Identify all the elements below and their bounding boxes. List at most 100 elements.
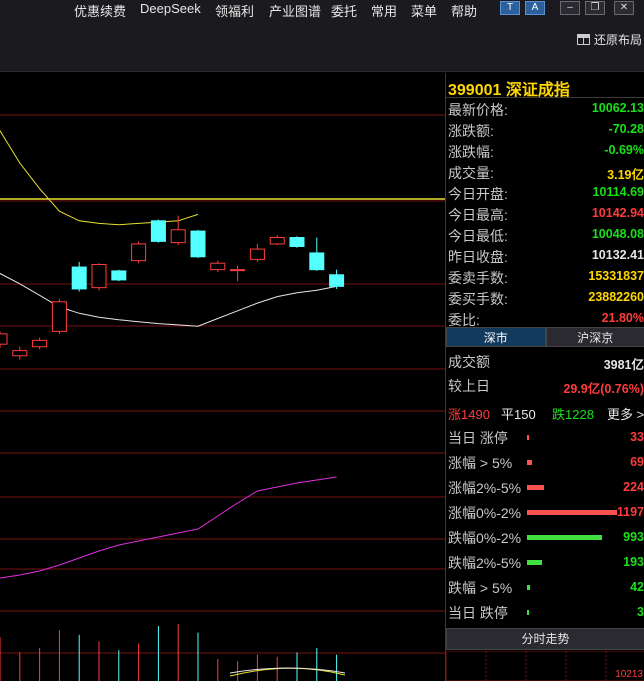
breadth-up: 涨1490	[448, 407, 490, 422]
indicator-line	[0, 476, 337, 579]
distribution-value: 993	[623, 530, 644, 544]
quote-row: 委卖手数: 15331837	[446, 266, 644, 287]
quote-value: 10114.69	[592, 185, 644, 199]
candle-body	[230, 269, 246, 272]
distribution-label: 跌幅0%-2%	[448, 530, 522, 546]
candle-body	[32, 339, 48, 348]
tab-shenzhen[interactable]: 深市	[446, 327, 546, 347]
quote-label: 委比:	[448, 312, 480, 328]
distribution-value: 69	[630, 455, 644, 469]
font-toggle-icon[interactable]: T	[500, 1, 520, 15]
quote-row: 今日最高: 10142.94	[446, 203, 644, 224]
menu-item-industry[interactable]: 产业图谱	[269, 4, 322, 19]
distribution-bar	[527, 610, 529, 615]
candle-body	[190, 230, 206, 258]
menu-item-common[interactable]: 常用	[371, 4, 398, 19]
quote-label: 今日最低:	[448, 228, 508, 244]
minimize-icon[interactable]: –	[560, 1, 580, 15]
distribution-row[interactable]: 跌幅0%-2% 993	[446, 525, 644, 550]
distribution-bar	[527, 560, 542, 565]
quote-value: 21.80%	[601, 311, 644, 325]
restore-window-icon[interactable]: ❐	[585, 1, 605, 15]
quote-label: 昨日收盘:	[448, 249, 508, 265]
distribution-value: 42	[630, 580, 644, 594]
candle-body	[289, 237, 305, 248]
ma-white-line	[0, 272, 337, 327]
distribution-row[interactable]: 涨幅0%-2% 1197	[446, 500, 644, 525]
quote-value: -0.69%	[604, 143, 644, 157]
distribution-bar	[527, 485, 544, 490]
candle-body	[0, 333, 8, 345]
vs-prev-row: 较上日 29.9亿(0.76%)	[446, 373, 644, 397]
candle-body	[51, 301, 67, 332]
quote-rows: 最新价格: 10062.13 涨跌额: -70.28 涨跌幅: -0.69% 成交量: 3.1…	[446, 97, 644, 329]
menu-item-renew[interactable]: 优惠续费	[74, 4, 127, 19]
menu-item-deepseek[interactable]: DeepSeek	[140, 1, 201, 16]
candle-body	[249, 248, 265, 260]
candle-body	[170, 229, 186, 244]
distribution-row[interactable]: 当日 涨停 33	[446, 425, 644, 450]
distribution-value: 1197	[616, 505, 644, 519]
kline-chart[interactable]	[0, 73, 445, 681]
distribution-row[interactable]: 跌幅2%-5% 193	[446, 550, 644, 575]
quote-row: 成交量: 3.19亿	[446, 161, 644, 182]
distribution-bar	[527, 535, 602, 540]
menu-item-trade[interactable]: 委托	[331, 4, 358, 19]
quote-panel: 399001 深证成指 最新价格: 10062.13 涨跌额: -70.28 涨跌幅: -…	[445, 73, 644, 681]
quote-label: 最新价格:	[448, 102, 508, 118]
distribution-bar	[527, 435, 529, 440]
quote-label: 委卖手数:	[448, 270, 508, 286]
vs-prev-label: 较上日	[448, 378, 490, 394]
restore-layout-button[interactable]: 还原布局	[576, 31, 642, 48]
mini-price-label: 10213	[615, 669, 643, 680]
distribution-row[interactable]: 当日 跌停 3	[446, 600, 644, 625]
volume-ma-white-line	[229, 667, 346, 674]
tab-all-markets[interactable]: 沪深京	[545, 327, 644, 347]
mini-intraday-chart[interactable]: 10213	[446, 651, 644, 681]
distribution-row[interactable]: 跌幅 > 5% 42	[446, 575, 644, 600]
distribution-label: 涨幅0%-2%	[448, 505, 522, 521]
distribution-bar	[527, 510, 617, 515]
stock-code: 399001	[448, 82, 502, 99]
market-tabs: 深市 沪深京	[446, 327, 644, 347]
font-size-icon[interactable]: A	[525, 1, 545, 15]
breadth-more-link[interactable]: 更多 >	[607, 407, 644, 422]
distribution-label: 涨幅2%-5%	[448, 480, 522, 496]
stock-title: 399001 深证成指	[448, 76, 570, 100]
quote-value: 10142.94	[591, 206, 644, 220]
quote-value: 10062.13	[591, 101, 644, 115]
quote-label: 涨跌额:	[448, 123, 494, 139]
restore-layout-label: 还原布局	[593, 33, 642, 47]
quote-value: 10048.08	[591, 227, 644, 241]
turnover-row: 成交额 3981亿	[446, 349, 644, 373]
distribution-value: 224	[623, 480, 644, 494]
candle-body	[269, 237, 285, 245]
quote-label: 涨跌幅:	[448, 144, 494, 160]
quote-row: 今日最低: 10048.08	[446, 224, 644, 245]
quote-label: 成交量:	[448, 165, 494, 181]
candle-body	[131, 243, 147, 262]
menu-item-menu[interactable]: 菜单	[411, 4, 438, 19]
menu-item-help[interactable]: 帮助	[451, 4, 478, 19]
turnover-value: 3981亿	[603, 358, 644, 372]
distribution-value: 33	[630, 430, 644, 444]
candle-body	[12, 350, 28, 357]
breadth-flat: 平150	[501, 407, 536, 422]
distribution-row[interactable]: 涨幅2%-5% 224	[446, 475, 644, 500]
distribution-row[interactable]: 涨幅 > 5% 69	[446, 450, 644, 475]
intraday-chart-button[interactable]: 分时走势	[446, 628, 644, 650]
toolbar: 还原布局	[0, 20, 644, 72]
quote-value: 15331837	[588, 269, 644, 283]
quote-label: 委买手数:	[448, 291, 508, 307]
stock-name: 深证成指	[505, 82, 570, 99]
menu-item-welfare[interactable]: 领福利	[215, 4, 255, 19]
vs-prev-value: 29.9亿(0.76%)	[563, 382, 644, 396]
distribution-value: 193	[623, 555, 644, 569]
candle-body	[309, 252, 325, 271]
distribution-label: 跌幅2%-5%	[448, 555, 522, 571]
kline-chart-svg	[0, 114, 445, 681]
layout-icon	[576, 34, 590, 45]
close-icon[interactable]: ✕	[614, 1, 634, 15]
volume-ma-line	[229, 667, 346, 677]
ma-yellow-line	[0, 129, 199, 226]
